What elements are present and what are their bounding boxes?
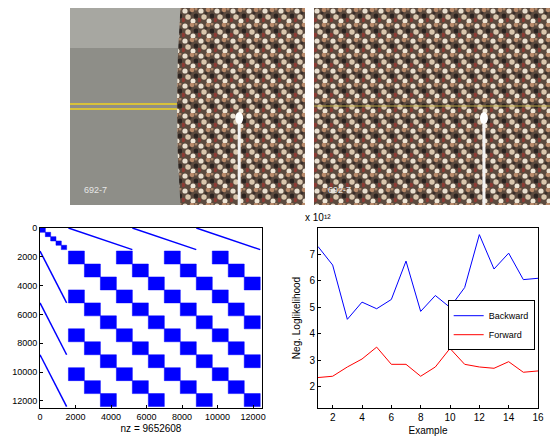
svg-text:6: 6: [309, 275, 315, 286]
svg-text:Forward: Forward: [489, 330, 522, 340]
svg-text:6: 6: [389, 412, 395, 423]
svg-text:10000: 10000: [12, 367, 37, 377]
svg-text:692-7: 692-7: [84, 185, 107, 195]
svg-text:692-7: 692-7: [328, 185, 351, 195]
svg-text:0: 0: [32, 223, 37, 233]
svg-text:12: 12: [474, 412, 486, 423]
svg-text:4: 4: [309, 328, 315, 339]
svg-text:2: 2: [309, 381, 315, 392]
svg-text:Neg. Loglikelihood: Neg. Loglikelihood: [291, 277, 302, 359]
svg-text:12000: 12000: [241, 412, 266, 422]
svg-text:2000: 2000: [66, 412, 86, 422]
svg-text:6000: 6000: [17, 310, 37, 320]
svg-text:3: 3: [309, 355, 315, 366]
svg-text:5: 5: [309, 302, 315, 313]
svg-text:0: 0: [37, 412, 42, 422]
svg-text:2000: 2000: [17, 252, 37, 262]
svg-text:8000: 8000: [17, 338, 37, 348]
svg-text:6000: 6000: [137, 412, 157, 422]
svg-text:10000: 10000: [205, 412, 230, 422]
svg-text:8: 8: [418, 412, 424, 423]
svg-text:4000: 4000: [101, 412, 121, 422]
svg-text:2: 2: [330, 412, 336, 423]
svg-text:8000: 8000: [172, 412, 192, 422]
svg-text:10: 10: [444, 412, 456, 423]
svg-text:Example: Example: [409, 425, 448, 436]
svg-text:7: 7: [309, 249, 315, 260]
svg-text:4000: 4000: [17, 281, 37, 291]
svg-text:Backward: Backward: [489, 311, 529, 321]
svg-text:x 10¹²: x 10¹²: [305, 212, 331, 223]
svg-text:4: 4: [359, 412, 365, 423]
svg-text:14: 14: [503, 412, 515, 423]
svg-text:nz = 9652608: nz = 9652608: [121, 423, 182, 434]
svg-text:12000: 12000: [12, 396, 37, 406]
svg-text:16: 16: [532, 412, 544, 423]
